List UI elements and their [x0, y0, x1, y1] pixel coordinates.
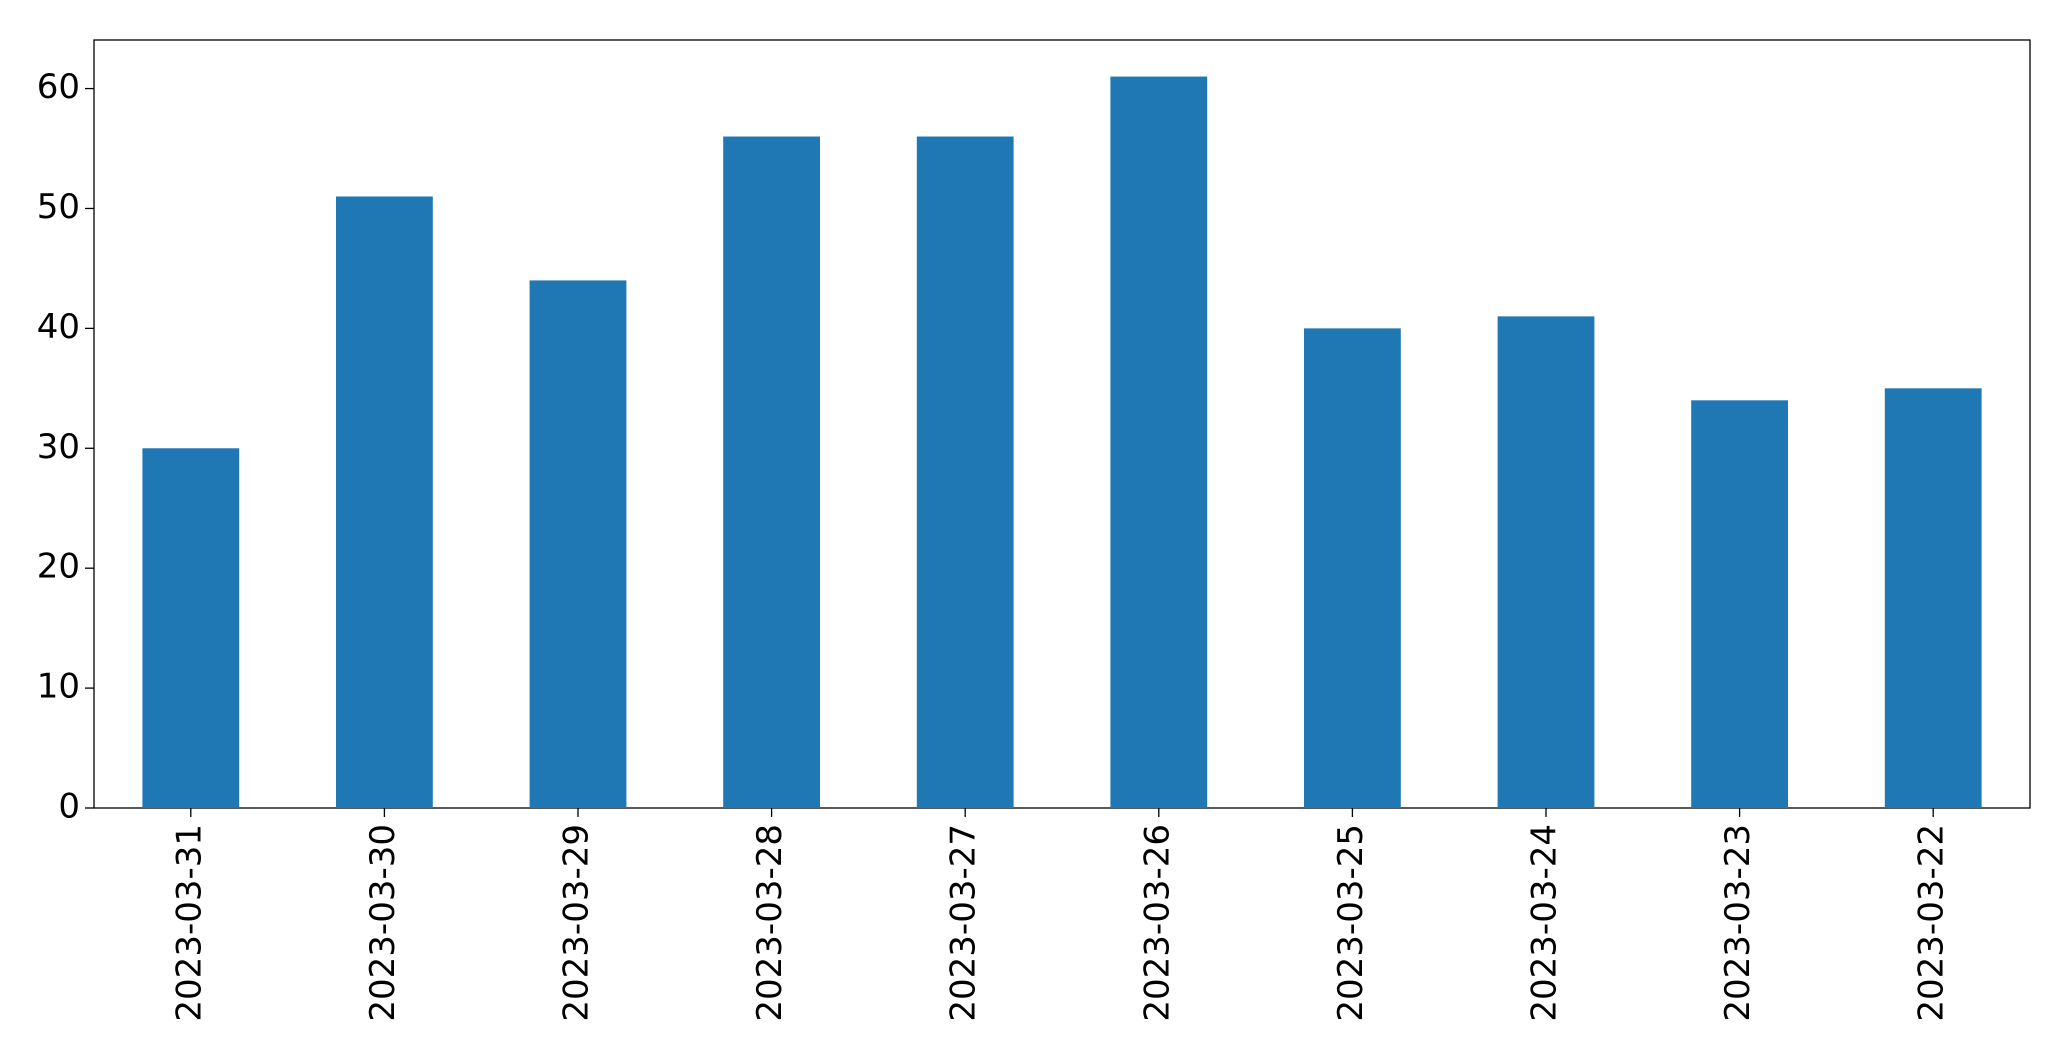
x-tick-label: 2023-03-29 [557, 824, 597, 1022]
bar [723, 136, 820, 808]
x-tick-label: 2023-03-26 [1137, 824, 1177, 1022]
y-tick-label: 50 [37, 187, 80, 227]
x-tick-label: 2023-03-24 [1525, 824, 1565, 1022]
bar [142, 448, 240, 808]
x-tick-label: 2023-03-22 [1912, 824, 1952, 1022]
bar [1497, 316, 1595, 808]
y-tick-label: 10 [37, 667, 80, 707]
x-tick-label: 2023-03-25 [1331, 824, 1371, 1022]
y-tick-label: 0 [58, 787, 80, 827]
y-tick-label: 20 [37, 547, 80, 587]
x-tick-label: 2023-03-23 [1718, 824, 1758, 1022]
bar [1304, 328, 1401, 808]
bar [1884, 388, 1982, 808]
x-tick-label: 2023-03-27 [944, 824, 984, 1022]
x-tick-label: 2023-03-30 [363, 824, 403, 1022]
x-tick-label: 2023-03-31 [169, 824, 209, 1022]
x-tick-label: 2023-03-28 [750, 824, 790, 1022]
bar [1110, 76, 1208, 809]
plot-frame [93, 39, 2031, 809]
bar [916, 136, 1014, 808]
y-tick-label: 30 [37, 427, 80, 467]
bar [336, 196, 433, 808]
bar [529, 280, 627, 808]
y-tick-label: 40 [37, 307, 80, 347]
bar [1691, 400, 1788, 808]
y-tick-label: 60 [37, 67, 80, 107]
